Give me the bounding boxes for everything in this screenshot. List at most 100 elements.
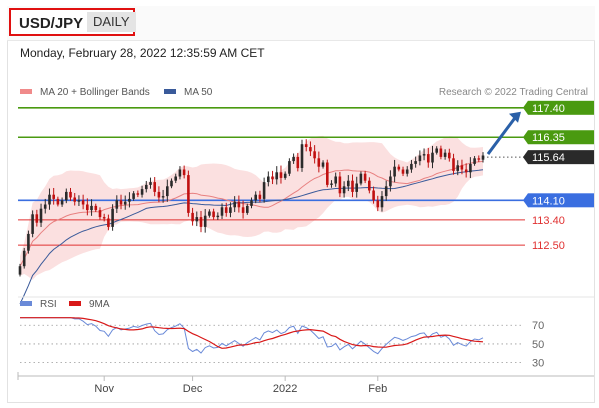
- candle-body: [102, 217, 106, 219]
- candle-body: [342, 186, 346, 194]
- candle: [111, 204, 114, 231]
- candle-body: [224, 207, 228, 213]
- candle: [304, 139, 308, 152]
- candle-body: [81, 200, 85, 205]
- candle-body: [220, 207, 224, 216]
- candle: [427, 147, 430, 168]
- candle-body: [393, 166, 396, 177]
- candle: [397, 164, 401, 172]
- candle-body: [469, 163, 472, 173]
- rsi-tick-50: 50: [532, 339, 544, 351]
- candle: [330, 180, 333, 188]
- candle-body: [283, 173, 287, 178]
- candle: [90, 199, 93, 216]
- candle: [128, 192, 131, 208]
- candle: [254, 191, 257, 204]
- candle-body: [262, 182, 266, 199]
- candle: [372, 186, 375, 204]
- candle: [258, 190, 262, 203]
- rsi-line: [20, 317, 484, 355]
- candle: [309, 141, 312, 157]
- candle: [393, 159, 396, 183]
- candle-body: [347, 180, 350, 187]
- candle-body: [187, 175, 190, 213]
- candle: [119, 194, 123, 210]
- candle: [363, 170, 367, 184]
- candle-body: [178, 169, 182, 177]
- candle-body: [149, 182, 152, 185]
- candle: [456, 160, 459, 176]
- candle: [401, 166, 405, 177]
- level-tag-116-35: 116.35: [532, 132, 565, 144]
- candle: [102, 213, 106, 222]
- symbol-label: USD/JPY: [19, 15, 84, 32]
- candle: [359, 171, 363, 186]
- level-tag-115-64-bg: [528, 150, 594, 165]
- candle: [448, 148, 451, 162]
- candle: [296, 152, 300, 172]
- candle: [380, 191, 384, 212]
- candle-body: [94, 205, 98, 211]
- candle-body: [271, 176, 274, 180]
- candle: [145, 180, 148, 193]
- candle-body: [414, 161, 417, 164]
- candle: [81, 194, 85, 210]
- candle-body: [410, 163, 413, 170]
- rsi-legend-label-0: RSI: [40, 299, 57, 310]
- candle-body: [132, 193, 135, 199]
- candle: [86, 198, 89, 216]
- candle-body: [65, 191, 68, 201]
- candle: [262, 177, 266, 203]
- candle: [233, 196, 236, 213]
- candle: [153, 177, 156, 197]
- x-tick-label-Feb: Feb: [368, 383, 387, 395]
- candle: [355, 176, 358, 198]
- candle-body: [372, 190, 375, 201]
- candle: [191, 207, 194, 226]
- candle: [469, 157, 472, 178]
- candle: [56, 196, 60, 207]
- candle-body: [208, 211, 211, 216]
- forecast-arrow-shaft: [486, 116, 517, 155]
- candle-body: [477, 158, 481, 160]
- candle: [477, 155, 481, 163]
- candle-body: [90, 205, 93, 211]
- candle: [27, 230, 30, 254]
- candle-body: [77, 200, 81, 202]
- level-tag-114-10-bg: [528, 193, 594, 208]
- candle-body: [203, 215, 207, 227]
- candle-body: [473, 158, 476, 164]
- rsi-legend-swatch-1: [69, 301, 81, 306]
- candle-body: [153, 182, 156, 192]
- candle-body: [334, 176, 337, 184]
- candle: [317, 151, 321, 173]
- period-button[interactable]: DAILY: [87, 12, 136, 32]
- ticker-box[interactable]: USD/JPY DAILY: [9, 8, 136, 36]
- level-tag-113-40: 113.40: [532, 215, 565, 227]
- candle: [52, 187, 55, 205]
- candle-body: [384, 186, 388, 197]
- candle: [452, 153, 455, 175]
- candle: [149, 177, 152, 189]
- candle-body: [22, 250, 26, 267]
- legend-label-0: MA 20 + Bollinger Bands: [40, 87, 150, 98]
- candle: [166, 179, 169, 202]
- candle: [77, 195, 81, 206]
- candle-body: [304, 144, 308, 147]
- candle-body: [309, 147, 312, 152]
- candle-body: [216, 215, 220, 218]
- candle-body: [48, 194, 51, 205]
- candle-body: [237, 201, 241, 208]
- candle-body: [359, 173, 363, 184]
- candle-body: [292, 156, 295, 162]
- candle: [60, 197, 64, 207]
- candle: [368, 177, 371, 194]
- candle-body: [107, 218, 110, 227]
- candle-body: [389, 176, 392, 187]
- candle-body: [443, 152, 447, 157]
- level-tag-117-40: 117.40: [532, 103, 565, 115]
- candle-body: [464, 169, 468, 173]
- candle: [98, 207, 102, 220]
- candle-body: [60, 200, 64, 205]
- candle-body: [86, 204, 89, 211]
